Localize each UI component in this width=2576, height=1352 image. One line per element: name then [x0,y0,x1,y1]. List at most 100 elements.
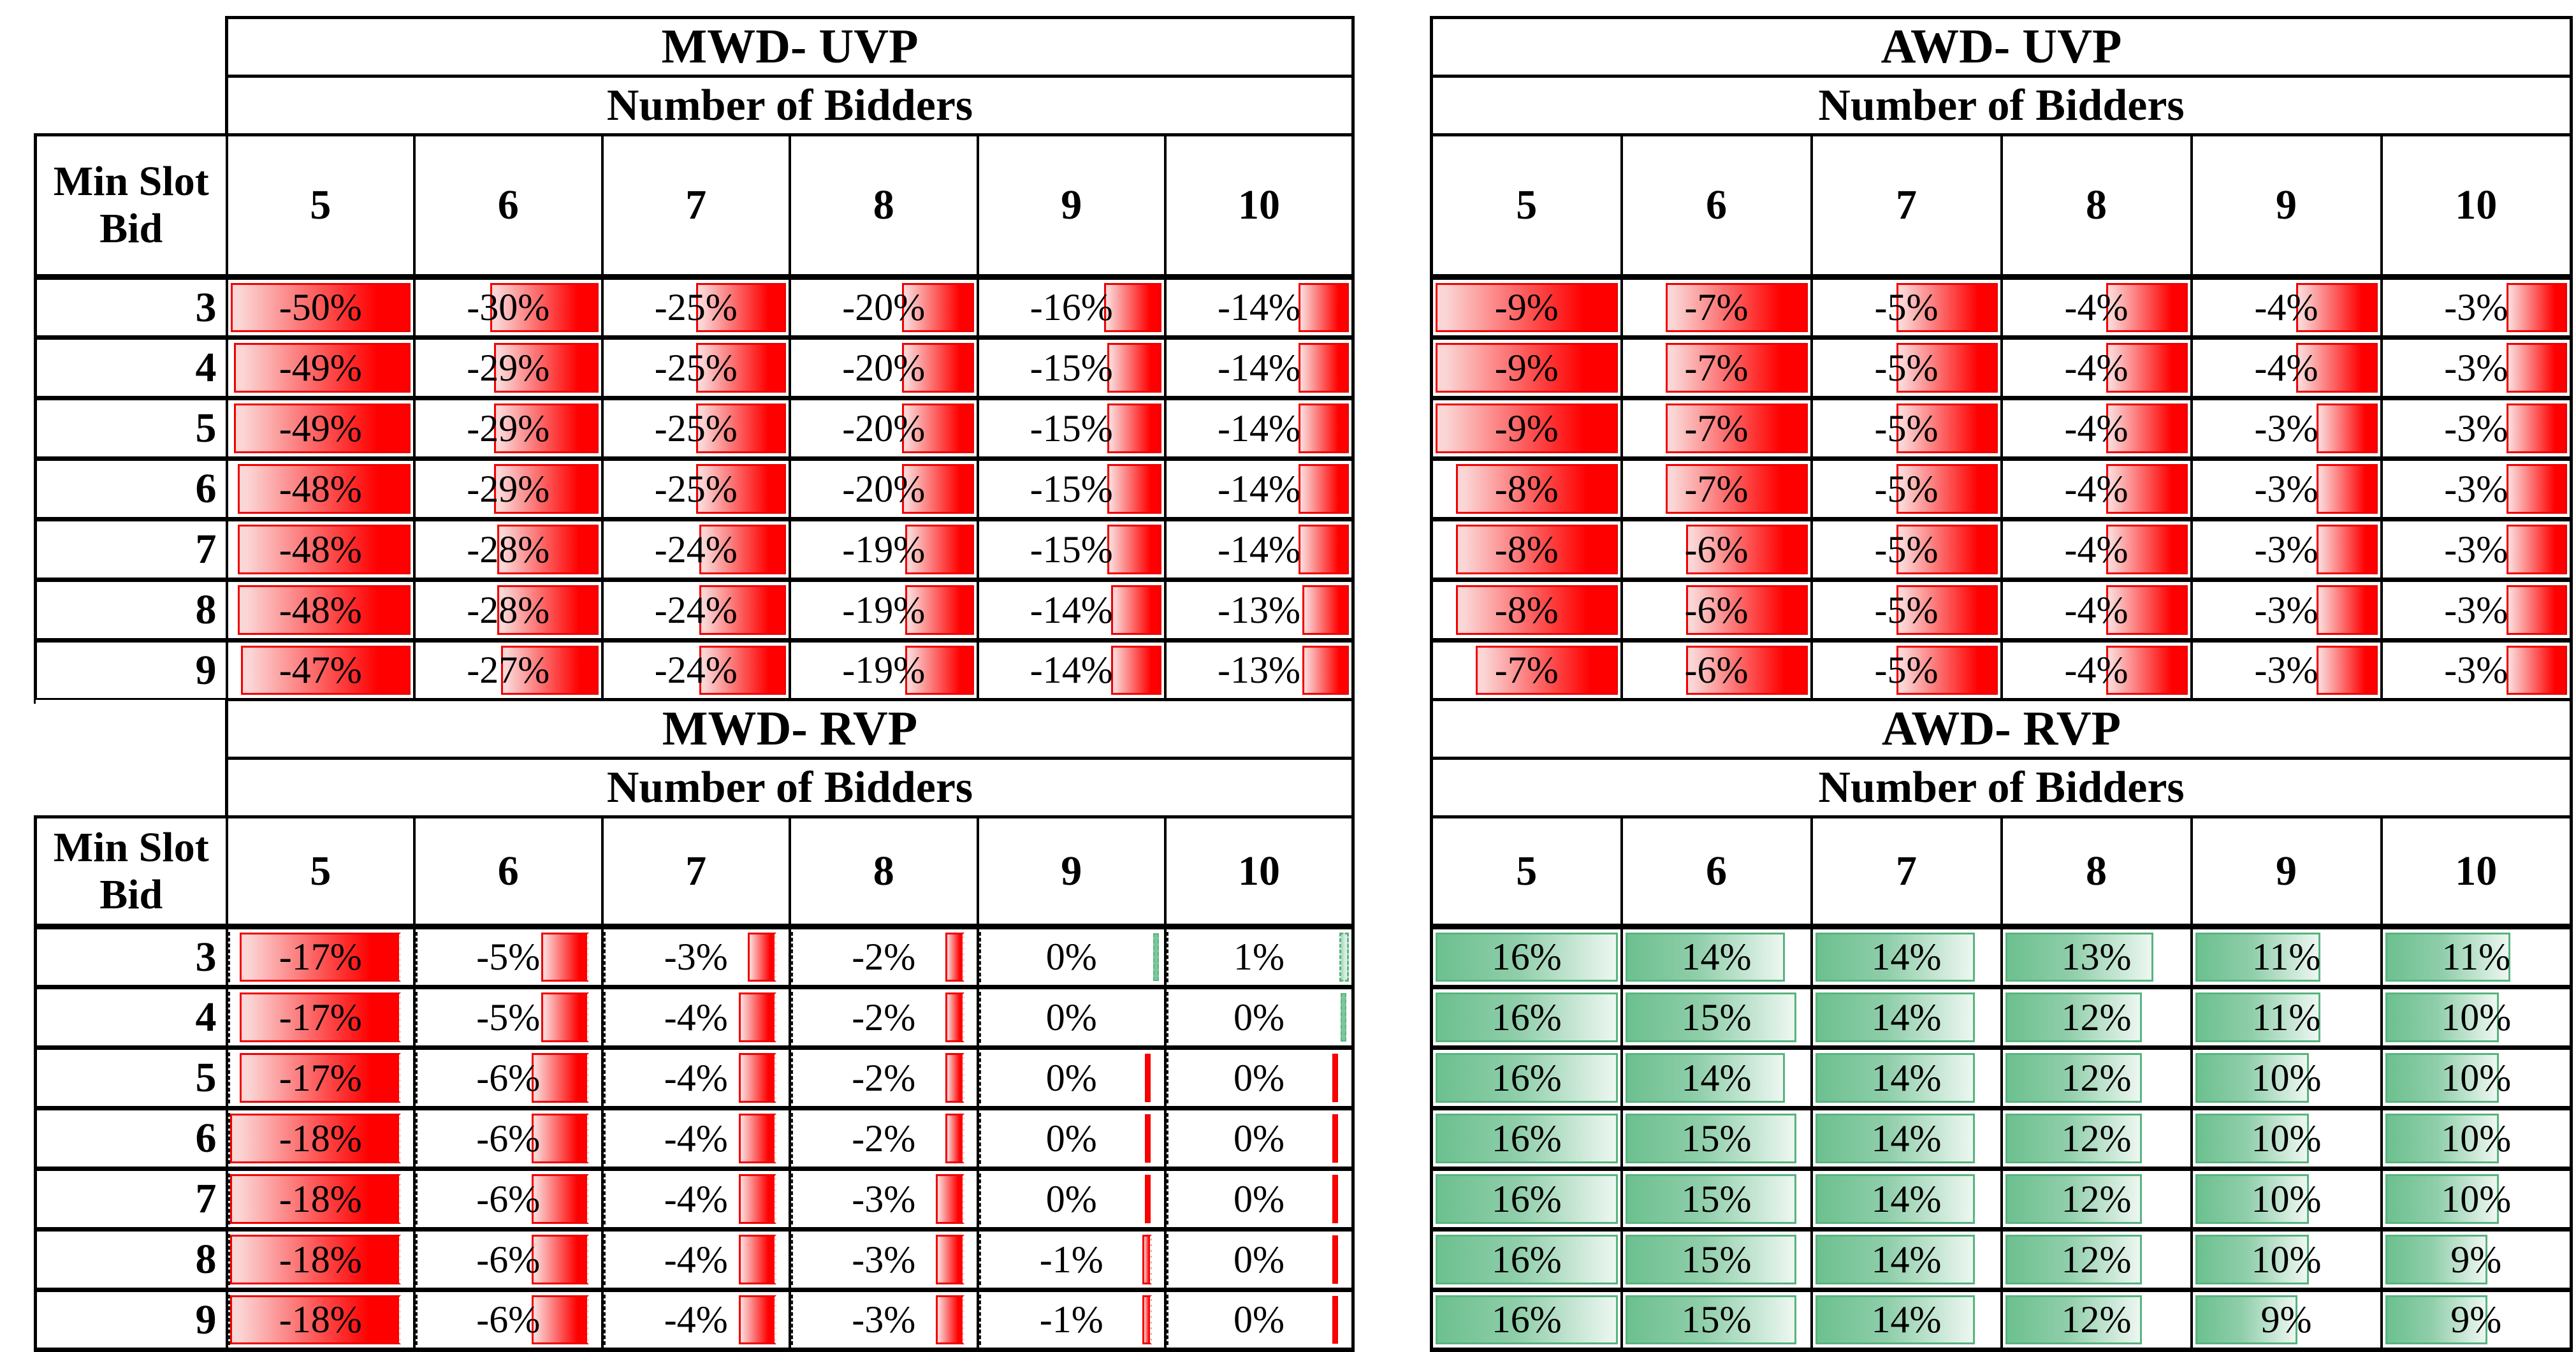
positive-data-bar [1436,933,1618,982]
cell-value: 10% [2441,1117,2512,1159]
negative-data-bar [230,1295,402,1344]
data-cell: 11% [2190,985,2383,1050]
axis-line [604,1234,606,1285]
data-cell: -14% [1164,275,1355,340]
positive-data-bar [2385,1295,2488,1344]
cell-value: -25% [654,407,738,449]
cell-value: -6% [476,1177,541,1220]
cell-value: -18% [279,1298,362,1341]
positive-data-bar [1815,1053,1975,1103]
data-cell: -14% [976,639,1167,704]
data-cell: -3% [2380,396,2573,461]
negative-data-bar [234,343,411,393]
axis-line [229,1174,230,1225]
negative-data-bar [1103,283,1161,332]
cell-value: -3% [2444,528,2508,571]
cell-value: 16% [1491,1177,1562,1220]
cell-value: -6% [476,1056,541,1099]
data-cell: -29% [413,336,604,400]
column-header: 7 [1810,133,2003,280]
bidders-header-row: Number of Bidders [35,75,1355,136]
data-cell: -3% [789,1228,979,1292]
data-cell: -18% [225,1228,416,1292]
cell-value: -18% [279,1117,362,1159]
cell-value: -3% [2254,467,2318,510]
negative-data-bar [2506,283,2567,332]
bidders-header: Number of Bidders [225,75,1355,136]
data-cell: 16% [1430,1046,1623,1110]
negative-data-bar [2106,283,2188,332]
negative-data-bar [1455,464,1618,514]
positive-data-bar [2385,933,2510,982]
cell-value: -15% [1030,346,1113,389]
row-axis-label: Min Slot Bid [34,815,228,929]
cell-value: 10% [2251,1238,2322,1281]
row-axis-label: Min Slot Bid [34,133,228,280]
data-cell: -5% [413,985,604,1050]
cell-value: 9% [2260,1298,2312,1341]
data-cell: -25% [600,336,791,400]
table-row: 3 -50% -30% -25% -20% -16% -14% [34,275,1355,340]
bidders-header: Number of Bidders [1430,75,2573,136]
cell-value: -48% [279,467,362,510]
negative-data-bar [237,464,411,514]
cell-value: -3% [852,1298,916,1341]
negative-data-bar [1666,283,1808,332]
negative-data-bar [1455,525,1618,574]
data-cell: 10% [2380,1167,2573,1232]
negative-data-bar [1302,585,1349,635]
positive-residual-sliver [1153,933,1160,981]
cell-value: 16% [1491,1117,1562,1159]
bidders-header: Number of Bidders [225,757,1355,818]
data-cell: 14% [1810,1167,2003,1232]
cell-value: 16% [1491,1238,1562,1281]
cell-value: -24% [654,649,738,691]
negative-data-bar [532,1114,589,1163]
data-cell: -18% [225,1167,416,1232]
cell-value: 11% [2441,936,2511,978]
cell-value: -8% [1494,528,1559,571]
cell-value: -28% [467,528,550,571]
axis-line [792,1295,793,1345]
cell-value: 10% [2441,996,2512,1038]
table-row: 7 -18% -6% -4% -3% 0% 0% [34,1167,1355,1232]
data-cell: -4% [600,1107,791,1171]
table-row: -9% -7% -5% -4% -3% -3% [1430,396,2573,461]
negative-data-bar [1666,343,1808,393]
axis-line [229,992,230,1043]
cell-value: -49% [279,346,362,389]
axis-line [792,1234,793,1285]
cell-value: -4% [664,1117,728,1159]
negative-data-bar [2106,525,2188,574]
data-cell: -3% [600,925,791,989]
data-cell: -20% [789,275,979,340]
positive-data-bar [1625,933,1785,982]
negative-data-bar [905,525,974,574]
quadrant-mwd-uvp: MWD- UVP Number of Bidders Min Slot Bid 5 6 7… [34,16,1355,704]
row-label: 5 [34,396,228,461]
cell-value: 10% [2251,1177,2322,1220]
positive-data-bar [2195,1114,2310,1163]
cell-value: -28% [467,588,550,631]
negative-data-bar [901,343,974,393]
column-header: 6 [1620,133,1813,280]
cell-value: -2% [852,1117,916,1159]
axis-line [1167,932,1168,982]
cell-value: -15% [1030,407,1113,449]
data-cell: -15% [976,396,1167,461]
data-cell: -20% [789,336,979,400]
cell-value: -18% [279,1238,362,1281]
row-label: 6 [34,1107,228,1171]
data-cell: -4% [2190,275,2383,340]
negative-data-bar [2106,646,2188,695]
table-row: -8% -7% -5% -4% -3% -3% [1430,457,2573,521]
data-cell: -14% [1164,518,1355,582]
negative-data-bar [901,403,974,453]
negative-data-bar [2317,585,2378,635]
data-cell: 10% [2190,1107,2383,1171]
data-cell: -29% [413,396,604,461]
data-cell: -5% [413,925,604,989]
negative-data-bar [240,1053,402,1103]
data-cell: -3% [2190,578,2383,643]
positive-data-bar [1436,1295,1618,1344]
